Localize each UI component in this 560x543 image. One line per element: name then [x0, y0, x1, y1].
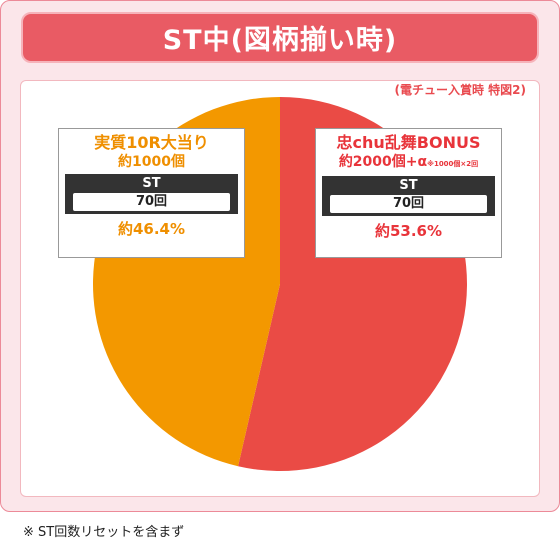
slice-pct-jisshitsu: 約46.4% — [117, 220, 186, 238]
st-label-jisshitsu: ST — [142, 176, 161, 191]
footnote: ※ ST回数リセットを含まず — [23, 525, 185, 540]
slice-subnote-bonus: ※1000個×2回 — [427, 160, 479, 168]
st-value-bonus: 70回 — [330, 195, 487, 213]
slice-pct-bonus: 約53.6% — [374, 222, 443, 240]
st-value-jisshitsu: 70回 — [73, 193, 230, 211]
slice-title-jisshitsu: 実質10R大当り — [94, 133, 209, 152]
chart-title: ST中(図柄揃い時) — [21, 12, 539, 63]
slice-sub-bonus: 約2000個+α※1000個×2回 — [316, 153, 501, 173]
slice-sub-bonus-text: 約2000個+α — [338, 154, 428, 170]
slice-label-bonus: 忠chu乱舞BONUS 約2000個+α※1000個×2回 ST 70回 約53… — [315, 128, 502, 258]
st-box-jisshitsu: ST 70回 — [65, 174, 238, 214]
chart-note: (電チュー入賞時 特図2) — [394, 83, 527, 97]
st-label-bonus: ST — [399, 178, 418, 193]
slice-title-bonus: 忠chu乱舞BONUS — [336, 133, 481, 152]
st-box-bonus: ST 70回 — [322, 176, 495, 216]
slice-sub-jisshitsu: 約1000個 — [118, 154, 185, 170]
slice-label-jisshitsu: 実質10R大当り 約1000個 ST 70回 約46.4% — [58, 128, 245, 258]
